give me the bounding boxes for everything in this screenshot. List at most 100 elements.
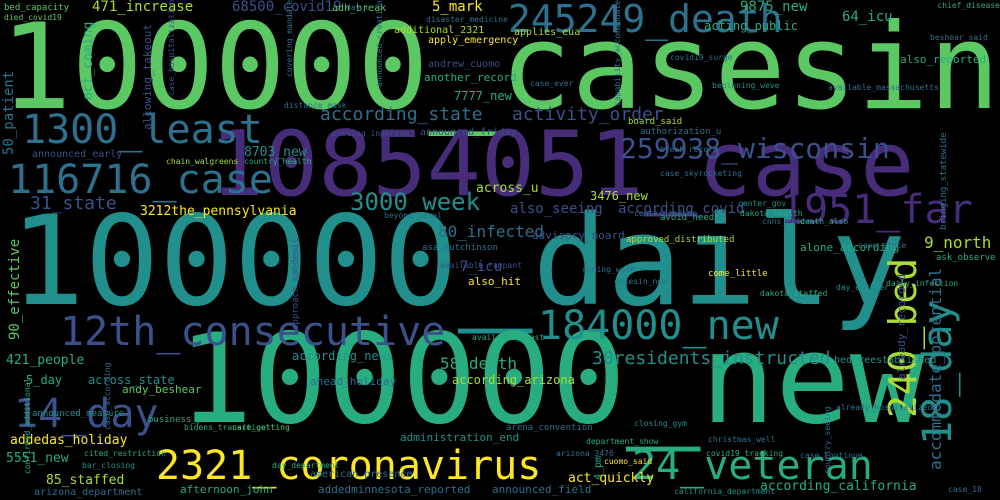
word: available_rampant: [440, 261, 522, 270]
word: distance_mask: [284, 101, 347, 110]
word: case_since: [858, 241, 907, 250]
word: beshear_said: [930, 33, 988, 42]
word: 116716_case: [8, 157, 273, 203]
word: 14_day: [14, 391, 159, 437]
word: also_seeing: [510, 201, 603, 217]
word: announced_creation: [375, 0, 384, 87]
word: case_hospitalization: [167, 0, 176, 97]
word: bringing_statewide: [939, 132, 949, 230]
word: chief_disease: [937, 1, 1000, 10]
word: 9_north: [924, 233, 992, 252]
word: act_coming: [81, 21, 96, 100]
word: administration_end: [400, 431, 520, 444]
word: according_state: [320, 104, 483, 125]
word: 50_patient: [1, 70, 17, 155]
word: acting_public: [704, 19, 798, 33]
word: coming_week: [582, 265, 635, 274]
word: 3000_week: [350, 188, 481, 216]
word: dakota_health: [740, 209, 803, 218]
word: 8703_new: [244, 145, 307, 160]
word: activity_order: [512, 104, 664, 125]
word: country_seeing: [823, 406, 832, 474]
word: 7_icu: [460, 259, 503, 275]
word: died_covid19: [4, 13, 62, 22]
word: allowing_takeout: [141, 24, 154, 130]
word: 24_veteran: [632, 443, 873, 489]
word: 1951_far: [780, 187, 973, 233]
word: approved_distributed: [626, 235, 735, 245]
word: ahead_holiday: [310, 375, 397, 388]
word: covid19_surge: [670, 53, 733, 62]
word: 85_staffed: [46, 473, 125, 488]
word: beyond_level: [384, 211, 442, 220]
word: closing_gym: [634, 419, 687, 428]
word: chain_walgreens: [166, 157, 239, 166]
word: available_massachusetts: [828, 83, 939, 92]
word: 3212the_pennsylvania: [140, 204, 297, 219]
word: disaster_medicine: [426, 15, 508, 24]
word: 90_effective: [7, 238, 23, 340]
word: announced_field: [492, 483, 592, 496]
word: apply_emergency: [428, 35, 519, 46]
word: 184000_new: [538, 303, 779, 349]
word: additional_2321: [394, 25, 485, 36]
word: day_department: [272, 461, 340, 470]
word: 68500_covid19: [232, 0, 342, 15]
word: california_department: [674, 487, 776, 496]
word: 245249_death: [508, 0, 783, 41]
word: also_hit: [468, 275, 521, 288]
word: act_quickly: [568, 471, 655, 486]
word: center_gov: [738, 199, 787, 208]
word: 30residents_instructed: [592, 348, 831, 369]
word: also_reported: [900, 53, 987, 66]
word: covid19_tracking: [706, 449, 784, 458]
word: case_according: [103, 362, 112, 430]
word: cited_restriction: [84, 449, 166, 458]
word: bidens_transition: [184, 423, 266, 432]
word: cnns_erica: [762, 217, 811, 226]
word: asa_hutchinson: [422, 243, 498, 253]
word: already_hospitalized: [836, 403, 933, 412]
word: death_also: [800, 217, 849, 226]
word: authorization_u: [640, 127, 722, 137]
word: andy_beshear: [122, 383, 202, 396]
word: bed_capacity: [4, 3, 70, 13]
word: 5551_new: [6, 451, 69, 466]
word: accommodate_potential: [926, 267, 945, 470]
word: according_news: [292, 349, 394, 363]
word: break_record: [660, 145, 718, 154]
word: country_health: [244, 157, 312, 166]
word: cuomo_said: [604, 457, 653, 466]
word: casesin_new: [614, 277, 667, 286]
word: according_california: [760, 479, 917, 494]
word: 58_death: [440, 354, 518, 373]
word: 2321_coronavirus: [156, 443, 542, 489]
word: closing_inperson: [332, 129, 410, 138]
word: daily_infection: [886, 279, 959, 288]
word: 80_infected: [438, 222, 544, 241]
word: 1300_least: [22, 107, 263, 153]
word: beginning_weve: [712, 81, 780, 90]
word: 100000_daily: [10, 190, 906, 334]
word: american_presence: [310, 469, 413, 480]
word: 5_mark: [432, 0, 483, 15]
word: board_said: [628, 117, 683, 127]
word: christmas_well: [708, 435, 776, 444]
word: arizona_3476: [556, 449, 614, 458]
word: case_ever: [530, 79, 574, 88]
word: adh_break: [332, 3, 387, 14]
word: bar_closing: [82, 461, 135, 470]
word: day_earlier: [836, 283, 889, 292]
word: alone_according: [800, 241, 900, 254]
word: across_state: [88, 373, 175, 387]
word: 100000_new: [178, 308, 925, 452]
word: center_indoor: [634, 209, 697, 218]
word: confirmed_additional: [23, 377, 32, 474]
word: 4_pm: [593, 455, 604, 480]
word: announced_early: [32, 149, 123, 160]
word: day_u: [346, 3, 371, 12]
word: 3476_new: [590, 189, 648, 203]
word: applies_eua: [514, 27, 581, 38]
word: 10854051_case: [210, 112, 915, 217]
